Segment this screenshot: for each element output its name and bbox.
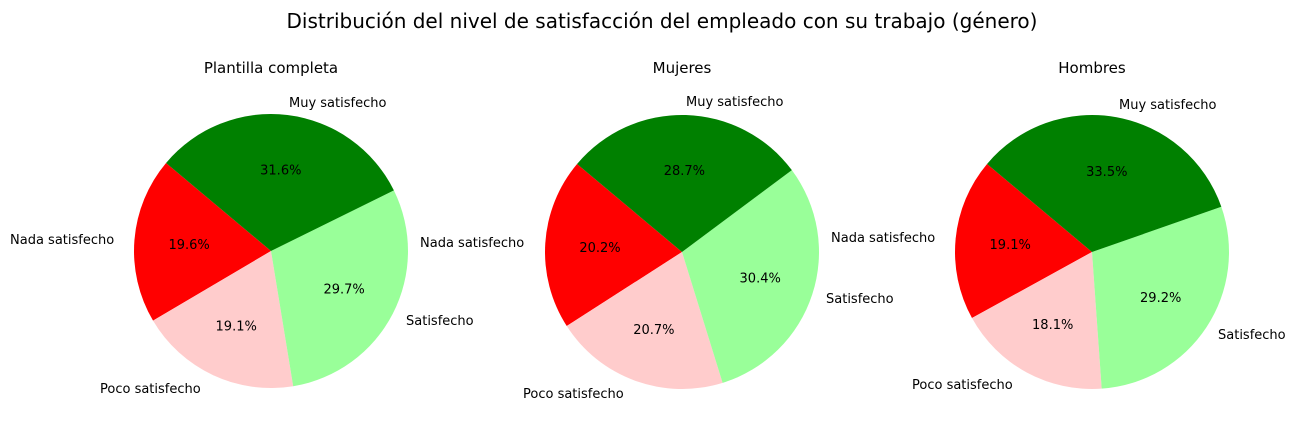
pie-category-label: Nada satisfecho <box>831 231 935 246</box>
pie-percent-label: 29.7% <box>323 283 364 298</box>
pie-chart-3: Hombres 19.1% 18.1% 29.2% 33.5% Poco satisfec… <box>912 59 1286 393</box>
pie-category-label: Nada satisfecho <box>420 236 524 251</box>
pie-slice-satisfecho <box>1092 206 1230 389</box>
pie-category-label: Satisfecho <box>826 292 894 307</box>
pie-slice-muy-satisfecho <box>987 114 1222 253</box>
pie-category-label: Muy satisfecho <box>1119 98 1216 113</box>
pie-slice-satisfecho <box>271 190 408 387</box>
pie-category-label: Muy satisfecho <box>289 96 386 111</box>
pie-chart-2: Mujeres 20.2% 20.7% 30.4% 28.7% Poco satisfec… <box>523 59 935 402</box>
pie-category-label: Nada satisfecho <box>10 233 114 248</box>
pie-chart-1: Plantilla completa 19.6% 19.1% 29.7% 31.6% Na… <box>10 59 524 397</box>
pie-slice-muy-satisfecho <box>577 114 792 252</box>
pie-percent-label: 19.1% <box>216 320 257 335</box>
pie-percent-label: 20.2% <box>579 241 620 256</box>
pie-percent-label: 19.1% <box>990 238 1031 253</box>
pie-slice-poco-satisfecho <box>566 252 723 389</box>
pie-slice-muy-satisfecho <box>166 114 394 251</box>
pie-percent-label: 19.6% <box>168 238 209 253</box>
figure-title: Distribución del nivel de satisfacción d… <box>287 9 1038 33</box>
pie-percent-label: 30.4% <box>740 272 781 287</box>
pie-slice-poco-satisfecho <box>971 252 1102 390</box>
pie-percent-label: 33.5% <box>1086 165 1127 180</box>
pie-slice-nada-satisfecho <box>955 163 1092 319</box>
pie-title: Plantilla completa <box>204 59 338 77</box>
pie-percent-label: 20.7% <box>633 323 674 338</box>
pie-slice-nada-satisfecho <box>133 162 271 321</box>
pie-percent-label: 29.2% <box>1140 291 1181 306</box>
pie-slice-poco-satisfecho <box>153 251 294 388</box>
pie-slice-nada-satisfecho <box>545 163 682 327</box>
pie-category-label: Poco satisfecho <box>100 382 201 397</box>
pie-category-label: Muy satisfecho <box>686 95 783 110</box>
pie-category-label: Satisfecho <box>406 314 474 329</box>
pie-title: Mujeres <box>653 59 712 77</box>
pie-slice-satisfecho <box>682 170 819 383</box>
pie-percent-label: 28.7% <box>664 164 705 179</box>
pie-category-label: Poco satisfecho <box>912 378 1013 393</box>
pie-percent-label: 31.6% <box>260 163 301 178</box>
pie-category-label: Satisfecho <box>1218 328 1286 343</box>
pie-category-label: Poco satisfecho <box>523 387 624 402</box>
pie-title: Hombres <box>1058 59 1126 77</box>
pie-percent-label: 18.1% <box>1032 318 1073 333</box>
